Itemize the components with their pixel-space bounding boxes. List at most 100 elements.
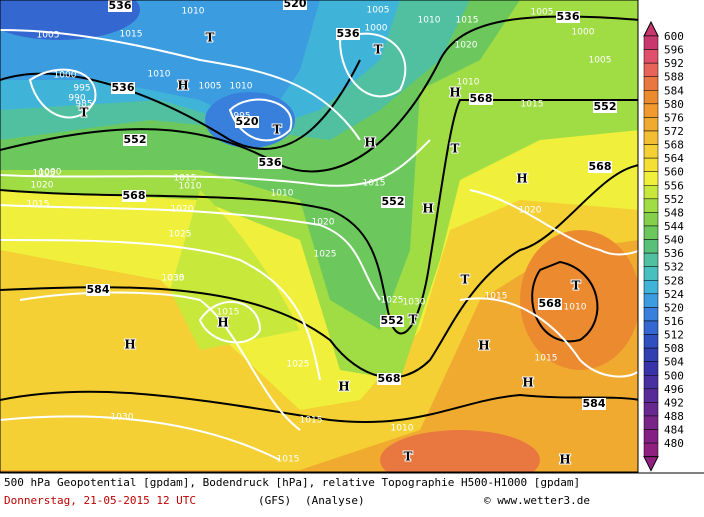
geo-label-box bbox=[258, 157, 282, 169]
geopotential-label: 552 bbox=[382, 195, 405, 208]
pressure-label: 1000 bbox=[572, 28, 595, 38]
geopotential-label: 536 bbox=[109, 0, 132, 12]
colorbar-swatch bbox=[643, 361, 659, 376]
colorbar-label: 492 bbox=[664, 396, 684, 409]
geo-label-box bbox=[469, 93, 493, 105]
colorbar-swatch bbox=[643, 171, 659, 186]
pressure-label: 1000 bbox=[365, 24, 388, 34]
pressure-label: 995 bbox=[73, 84, 90, 94]
colorbar-swatch bbox=[643, 144, 659, 159]
colorbar-label: 484 bbox=[664, 424, 684, 437]
pressure-label: 1010 bbox=[457, 78, 480, 88]
pressure-label: 1030 bbox=[162, 274, 185, 284]
colorbar-swatch bbox=[643, 198, 659, 213]
colorbar-swatch bbox=[643, 388, 659, 403]
colorbar-label: 552 bbox=[664, 193, 684, 206]
pressure-label: 1025 bbox=[381, 296, 404, 306]
pressure-label: 1015 bbox=[363, 179, 386, 189]
pressure-center: T bbox=[461, 273, 470, 287]
colorbar-label: 480 bbox=[664, 437, 684, 450]
colorbar-label: 588 bbox=[664, 71, 684, 84]
pressure-label: 1015 bbox=[217, 308, 240, 318]
geo-label-box bbox=[582, 398, 606, 410]
colorbar-swatch bbox=[643, 35, 659, 50]
colorbar-swatch bbox=[643, 266, 659, 281]
colorbar-swatch bbox=[643, 415, 659, 430]
pressure-label: 1010 bbox=[271, 189, 294, 199]
colorbar-label: 528 bbox=[664, 274, 684, 287]
pressure-center: T bbox=[206, 31, 215, 45]
colorbar-swatch bbox=[643, 293, 659, 308]
pressure-label: 1015 bbox=[27, 200, 50, 210]
geopotential-label: 520 bbox=[284, 0, 307, 10]
colorbar-swatch bbox=[643, 307, 659, 322]
pressure-label: 1025 bbox=[314, 250, 337, 260]
colorbar-swatch bbox=[643, 212, 659, 227]
colorbar-label: 524 bbox=[664, 288, 684, 301]
geopotential-label: 552 bbox=[381, 314, 404, 327]
pressure-label: 1020 bbox=[455, 41, 478, 51]
colorbar-swatch bbox=[643, 185, 659, 200]
colorbar-label: 560 bbox=[664, 166, 684, 179]
geo-label-box bbox=[380, 315, 404, 327]
colorbar-swatch bbox=[643, 90, 659, 105]
colorbar-swatch bbox=[643, 402, 659, 417]
geopotential-label: 536 bbox=[337, 27, 360, 40]
pressure-center: H bbox=[559, 453, 570, 467]
geo-label-box bbox=[336, 28, 360, 40]
pressure-label: 1015 bbox=[277, 455, 300, 465]
colorbar-label: 532 bbox=[664, 261, 684, 274]
pressure-label: 1000 bbox=[54, 71, 77, 81]
pressure-label: 1010 bbox=[230, 82, 253, 92]
pressure-center: T bbox=[409, 313, 418, 327]
geo-label-box bbox=[235, 116, 259, 128]
pressure-label: 1020 bbox=[312, 218, 335, 228]
geopotential-label: 552 bbox=[124, 133, 147, 146]
colorbar-label: 536 bbox=[664, 247, 684, 260]
pressure-center: T bbox=[374, 43, 383, 57]
pressure-label: 1015 bbox=[300, 416, 323, 426]
geopotential-label: 520 bbox=[236, 115, 259, 128]
geopotential-label: 552 bbox=[594, 100, 617, 113]
geo-label-box bbox=[377, 373, 401, 385]
pressure-label: 1010 bbox=[564, 303, 587, 313]
pressure-label: 1025 bbox=[169, 230, 192, 240]
pressure-label: 1025 bbox=[287, 360, 310, 370]
pressure-label: 1015 bbox=[120, 30, 143, 40]
geopotential-label: 568 bbox=[589, 160, 612, 173]
pressure-label: 1015 bbox=[174, 174, 197, 184]
pressure-center: H bbox=[522, 376, 533, 390]
colorbar-swatch bbox=[643, 62, 659, 77]
colorbar-arrow-bottom bbox=[643, 456, 659, 472]
colorbar-label: 544 bbox=[664, 220, 684, 233]
pressure-center: H bbox=[124, 338, 135, 352]
pressure-label: 1000 bbox=[39, 168, 62, 178]
pressure-label: 1020 bbox=[31, 181, 54, 191]
date: Donnerstag, 21-05-2015 12 UTC bbox=[4, 494, 196, 507]
colorbar-swatch bbox=[643, 375, 659, 390]
colorbar-label: 600 bbox=[664, 30, 684, 43]
colorbar-label: 580 bbox=[664, 98, 684, 111]
colorbar-label: 504 bbox=[664, 356, 684, 369]
geopotential-label: 568 bbox=[123, 189, 146, 202]
colorbar-label: 508 bbox=[664, 342, 684, 355]
geo-label-box bbox=[111, 82, 135, 94]
credit: © www.wetter3.de bbox=[484, 494, 590, 507]
colorbar: 6005965925885845805765725685645605565525… bbox=[643, 20, 684, 472]
geopotential-label: 568 bbox=[378, 372, 401, 385]
pressure-label: 1020 bbox=[171, 205, 194, 215]
geo-label-box bbox=[123, 134, 147, 146]
geo-label-box bbox=[108, 0, 132, 12]
colorbar-swatch bbox=[643, 442, 659, 457]
colorbar-arrow-top bbox=[643, 20, 659, 37]
isobars bbox=[0, 29, 638, 461]
geo-label-box bbox=[593, 101, 617, 113]
geo-label-box bbox=[556, 11, 580, 23]
colorbar-swatch bbox=[643, 76, 659, 91]
pressure-center: T bbox=[572, 279, 581, 293]
colorbar-label: 596 bbox=[664, 44, 684, 57]
map-frame bbox=[0, 0, 639, 473]
geopotential-label: 568 bbox=[470, 92, 493, 105]
pressure-center: H bbox=[364, 136, 375, 150]
pressure-label: 1015 bbox=[521, 100, 544, 110]
